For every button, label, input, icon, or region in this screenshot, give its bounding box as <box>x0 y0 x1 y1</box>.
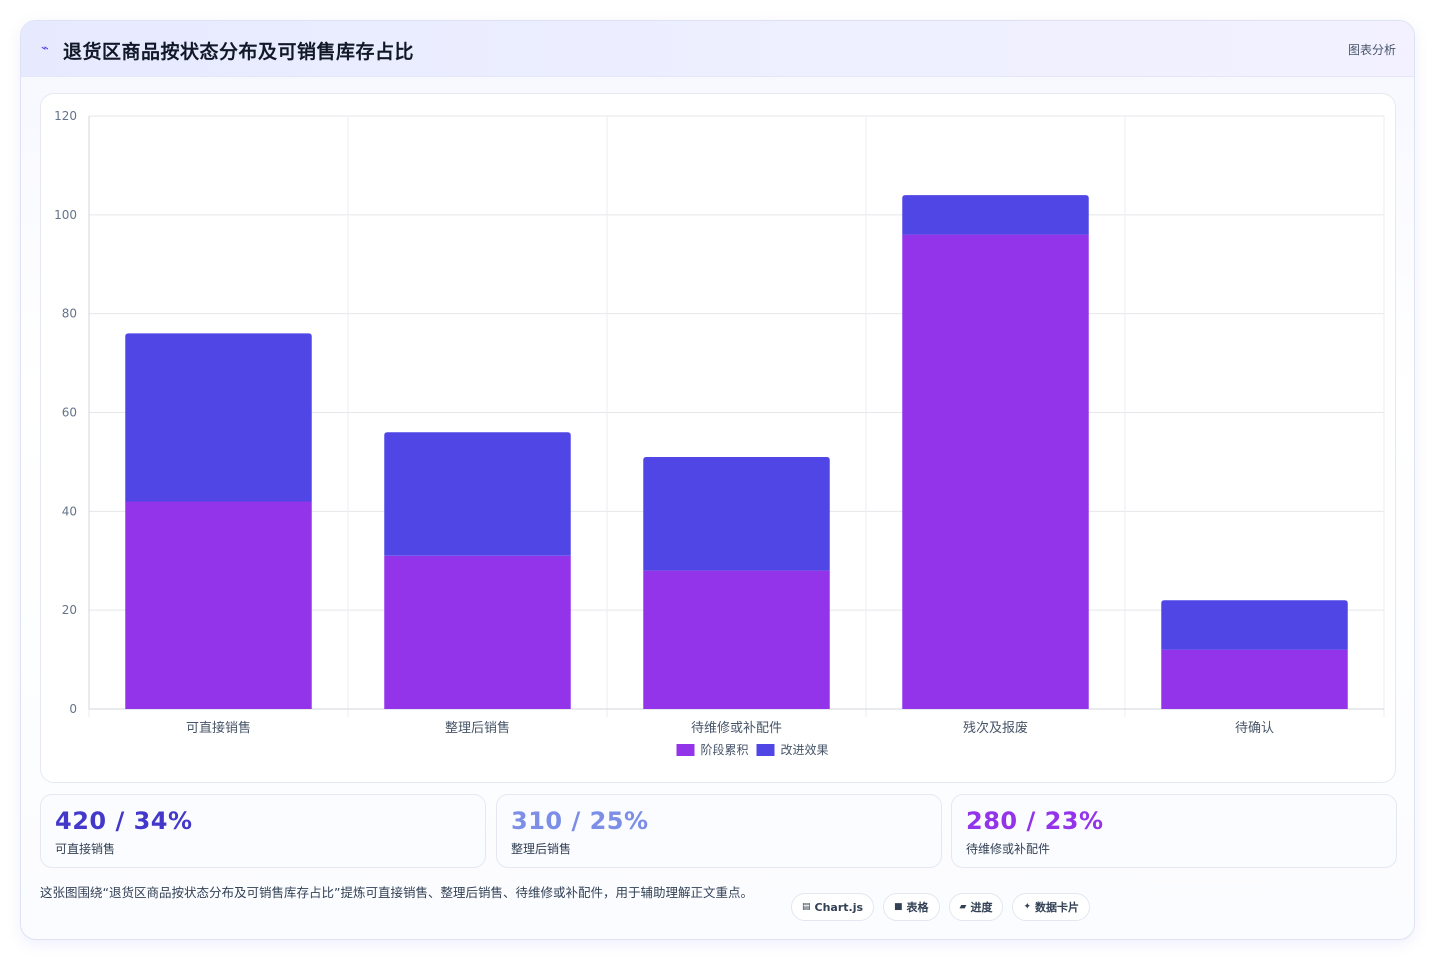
chart-analysis-link[interactable]: 图表分析 <box>1347 43 1396 57</box>
y-tick-label: 100 <box>54 208 77 222</box>
tag-progress[interactable]: ▰ 进度 <box>948 893 1004 921</box>
chart-icon: ▤ <box>802 902 811 912</box>
kpi-card-0: 420 / 34% 可直接销售 <box>40 794 486 868</box>
y-tick-label: 60 <box>62 406 77 420</box>
kpi-card-1: 310 / 25% 整理后销售 <box>496 794 942 868</box>
y-tick-label: 80 <box>62 307 77 321</box>
x-tick-label: 可直接销售 <box>186 720 251 736</box>
y-tick-label: 20 <box>62 603 77 617</box>
table-icon: ■ <box>894 902 903 912</box>
kpi-label: 可直接销售 <box>55 842 116 856</box>
sparkle-icon: ✦ <box>1023 902 1032 912</box>
chart-description: 这张图围绕“退货区商品按状态分布及可销售库存占比”提炼可直接销售、整理后销售、待… <box>40 885 753 900</box>
tag-table[interactable]: ■ 表格 <box>883 893 940 921</box>
bar-segment <box>902 195 1089 235</box>
x-tick-label: 整理后销售 <box>445 720 510 736</box>
bar-segment <box>643 570 830 709</box>
legend-swatch <box>756 744 775 756</box>
chart-panel: 0 20 40 60 80 100 120 可直接销售 整理后销售 待维修或补配件 残次及报废 待确认… <box>40 93 1396 783</box>
kpi-value: 280 / 23% <box>966 807 1104 835</box>
bar-segment <box>125 501 312 709</box>
chart-card: ⌁ 退货区商品按状态分布及可销售库存占比 图表分析 0 20 40 60 80 100 12… <box>20 20 1415 940</box>
kpi-value: 310 / 25% <box>511 807 649 835</box>
tag-chartjs[interactable]: ▤ Chart.js <box>791 893 875 921</box>
legend-label: 改进效果 <box>781 742 829 757</box>
card-header: ⌁ 退货区商品按状态分布及可销售库存占比 图表分析 <box>21 21 1414 77</box>
bar-segment <box>1161 649 1348 709</box>
page-title: 退货区商品按状态分布及可销售库存占比 <box>63 41 415 63</box>
y-tick-label: 40 <box>62 504 77 518</box>
x-tick-label: 待确认 <box>1235 721 1274 736</box>
tag-label: 进度 <box>970 901 993 914</box>
kpi-value: 420 / 34% <box>55 807 193 835</box>
y-tick-label: 120 <box>54 109 77 123</box>
x-tick-label: 残次及报废 <box>963 720 1028 736</box>
chart-logo-icon: ⌁ <box>41 41 49 56</box>
bar-segment <box>125 333 312 502</box>
stacked-bar-chart: 0 20 40 60 80 100 120 可直接销售 整理后销售 待维修或补配件 残次及报废 待确认… <box>54 109 1385 757</box>
tag-list: ▤ Chart.js ■ 表格 ▰ 进度 ✦ 数据卡片 <box>791 893 1091 921</box>
bar-segment <box>1161 600 1348 650</box>
tag-label: Chart.js <box>814 900 864 914</box>
bar-segment <box>384 432 571 556</box>
kpi-card-2: 280 / 23% 待维修或补配件 <box>951 794 1397 868</box>
bar-segment <box>902 234 1089 709</box>
legend-label: 阶段累积 <box>701 742 749 757</box>
tag-data-card[interactable]: ✦ 数据卡片 <box>1012 893 1091 921</box>
tag-label: 表格 <box>906 901 929 914</box>
kpi-label: 待维修或补配件 <box>966 842 1051 856</box>
bar-segment <box>384 555 571 709</box>
kpi-label: 整理后销售 <box>511 842 572 856</box>
y-tick-label: 0 <box>69 702 77 716</box>
bar-segment <box>643 456 830 571</box>
tag-label: 数据卡片 <box>1035 901 1080 914</box>
progress-icon: ▰ <box>959 902 967 912</box>
legend-swatch <box>676 744 695 756</box>
x-tick-label: 待维修或补配件 <box>691 721 782 736</box>
